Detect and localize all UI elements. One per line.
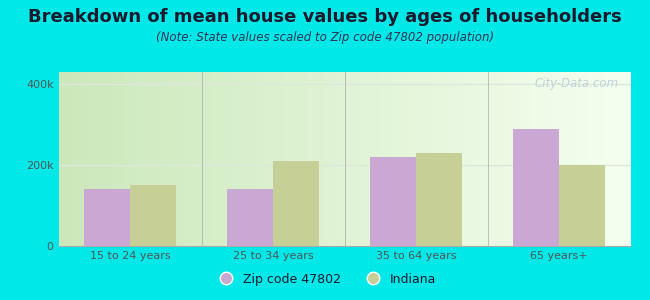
Bar: [370, 157, 416, 246]
Text: (Note: State values scaled to Zip code 47802 population): (Note: State values scaled to Zip code 4…: [156, 32, 494, 44]
Bar: [416, 153, 462, 246]
Text: Breakdown of mean house values by ages of householders: Breakdown of mean house values by ages o…: [28, 8, 622, 26]
Bar: [227, 189, 273, 246]
Bar: [130, 185, 176, 246]
Bar: [559, 165, 604, 246]
Legend: Zip code 47802, Indiana: Zip code 47802, Indiana: [209, 268, 441, 291]
Text: City-Data.com: City-Data.com: [535, 77, 619, 90]
Bar: [273, 161, 318, 246]
Bar: [84, 189, 130, 246]
Bar: [514, 129, 559, 246]
